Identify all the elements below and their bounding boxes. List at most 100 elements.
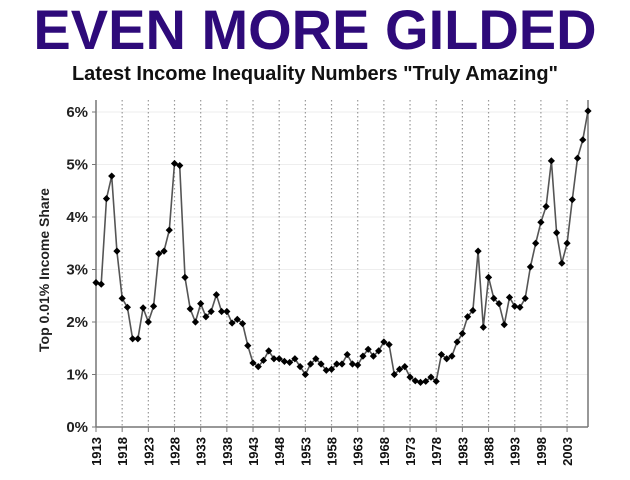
- y-tick-label: 0%: [66, 419, 88, 436]
- data-point: [380, 338, 388, 346]
- data-point: [411, 377, 419, 385]
- series-line: [95, 110, 589, 384]
- data-point: [584, 107, 592, 115]
- data-point: [422, 377, 430, 385]
- data-point: [464, 313, 472, 321]
- data-point: [354, 361, 362, 369]
- data-point: [197, 300, 205, 308]
- data-point: [443, 355, 451, 363]
- y-axis-ticks: 0% 1% 2% 3% 4% 5% 6%: [66, 104, 96, 436]
- data-point: [474, 247, 482, 255]
- data-point: [479, 323, 487, 331]
- data-point: [511, 302, 519, 310]
- data-point: [212, 291, 220, 299]
- data-point: [144, 318, 152, 326]
- y-tick-label: 3%: [66, 262, 88, 279]
- y-tick-label: 6%: [66, 104, 88, 121]
- x-tick-label: 1973: [403, 437, 418, 466]
- x-tick-label: 1953: [298, 437, 313, 466]
- data-point: [249, 359, 257, 367]
- data-point: [149, 302, 158, 310]
- data-point: [338, 360, 346, 368]
- data-point: [375, 347, 383, 355]
- data-point: [359, 352, 367, 360]
- data-point: [532, 239, 540, 247]
- data-point: [296, 363, 304, 371]
- x-tick-label: 1943: [246, 437, 261, 466]
- data-point: [537, 218, 545, 226]
- data-point: [385, 340, 393, 349]
- x-tick-label: 1993: [508, 437, 523, 466]
- data-point: [516, 303, 524, 311]
- x-tick-label: 1933: [194, 437, 209, 466]
- x-tick-label: 1923: [141, 437, 156, 466]
- y-tick-label: 4%: [66, 209, 88, 226]
- data-point: [97, 280, 105, 288]
- x-axis-ticks: 1913 1918 1923 1928 1933 1938 1943 1948 1953 1958…: [89, 427, 575, 466]
- data-point: [469, 306, 477, 315]
- data-point: [301, 370, 309, 379]
- data-point: [181, 273, 189, 281]
- vertical-gridlines: [121, 100, 568, 427]
- data-point: [238, 319, 247, 328]
- data-point: [322, 366, 330, 374]
- data-point: [579, 136, 587, 144]
- data-point: [244, 342, 252, 350]
- y-tick-label: 1%: [66, 367, 88, 384]
- data-point: [568, 196, 576, 204]
- data-point: [390, 370, 398, 379]
- data-point: [176, 161, 184, 170]
- data-point: [270, 355, 278, 363]
- data-point: [458, 329, 466, 338]
- data-point: [542, 202, 550, 211]
- data-point: [218, 307, 226, 316]
- data-point: [312, 355, 320, 363]
- data-point: [552, 229, 561, 237]
- data-point: [186, 305, 194, 313]
- data-point: [484, 273, 493, 281]
- data-point: [395, 365, 404, 373]
- data-point: [92, 279, 100, 287]
- data-point: [558, 259, 566, 267]
- data-point: [317, 360, 325, 368]
- data-point: [306, 360, 315, 368]
- axes: [95, 100, 589, 428]
- y-tick-label: 2%: [66, 314, 88, 331]
- data-point: [364, 345, 372, 353]
- data-point: [191, 318, 200, 326]
- data-point: [207, 307, 215, 316]
- horizontal-gridlines: [96, 111, 588, 375]
- x-tick-label: 1918: [115, 437, 130, 466]
- x-tick-label: 1988: [482, 437, 497, 466]
- data-point: [526, 263, 535, 271]
- data-point: [327, 365, 336, 373]
- data-point: [155, 250, 163, 258]
- data-point: [432, 377, 440, 385]
- data-point: [160, 247, 168, 255]
- x-tick-label: 1928: [168, 437, 183, 466]
- data-point: [223, 307, 231, 316]
- data-point: [170, 159, 179, 168]
- data-point: [333, 360, 341, 368]
- data-point: [259, 356, 268, 364]
- data-point: [123, 303, 132, 311]
- data-point: [500, 321, 508, 329]
- data-point: [453, 338, 461, 346]
- x-tick-label: 1998: [534, 437, 549, 466]
- x-tick-label: 1983: [455, 437, 470, 466]
- data-point: [406, 373, 414, 381]
- data-point: [118, 294, 126, 302]
- data-point: [521, 294, 529, 302]
- data-point: [113, 247, 121, 255]
- data-point: [165, 226, 173, 234]
- data-point: [254, 363, 262, 371]
- data-point: [275, 355, 283, 363]
- data-point: [369, 352, 378, 360]
- data-point: [343, 350, 351, 359]
- y-tick-label: 5%: [66, 157, 88, 174]
- data-point: [102, 195, 111, 203]
- data-point: [280, 357, 289, 365]
- data-point: [202, 313, 210, 321]
- data-point: [228, 319, 236, 327]
